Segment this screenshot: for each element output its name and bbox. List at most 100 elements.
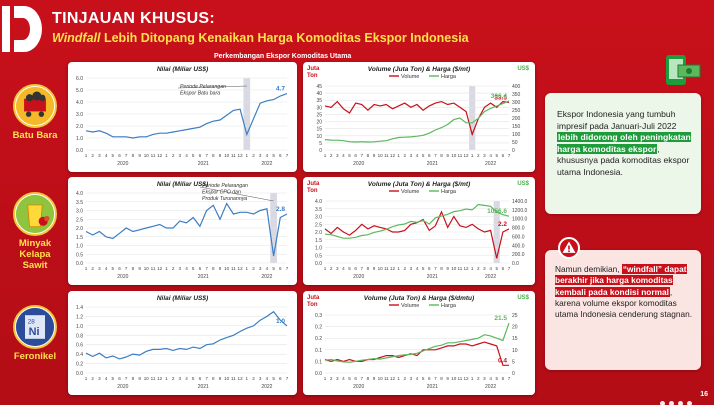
series-line-harga xyxy=(324,100,510,143)
y2-tick-label: 400.0 xyxy=(512,243,525,249)
year-label: 2020 xyxy=(117,384,128,390)
page-title: TINJAUAN KHUSUS: xyxy=(52,10,216,27)
info1-pre: Ekspor Indonesia yang tumbuh impresif pa… xyxy=(557,109,677,131)
y-tick-label: 2.0 xyxy=(76,226,83,232)
x-tick-label: 5 xyxy=(192,153,195,158)
chart-title: Nilai (Miliar US$) xyxy=(156,181,209,188)
y-tick-label: 3.0 xyxy=(315,215,322,221)
x-tick-label: 7 xyxy=(508,153,511,158)
x-tick-label: 3 xyxy=(336,266,339,271)
x-tick-label: 3 xyxy=(259,153,262,158)
x-tick-label: 8 xyxy=(440,266,443,271)
x-tick-label: 2 xyxy=(403,376,406,381)
y2-tick-label: 400 xyxy=(512,84,521,90)
y-tick-label: 0.4 xyxy=(76,352,83,358)
x-tick-label: 3 xyxy=(179,376,182,381)
x-tick-label: 10 xyxy=(451,376,457,381)
x-tick-label: 4 xyxy=(342,266,345,271)
x-tick-label: 1 xyxy=(246,153,249,158)
x-tick-label: 4 xyxy=(266,266,269,271)
x-tick-label: 1 xyxy=(471,266,474,271)
annotation-text: Ekspor Batu bara xyxy=(180,91,220,97)
x-tick-label: 6 xyxy=(279,376,282,381)
x-tick-label: 10 xyxy=(378,266,384,271)
x-tick-label: 2 xyxy=(172,266,175,271)
unit-right: US$ xyxy=(517,181,529,187)
x-tick-label: 8 xyxy=(132,266,135,271)
x-tick-label: 1 xyxy=(165,153,168,158)
end-value-label: 1056.6 xyxy=(487,208,507,215)
x-tick-label: 7 xyxy=(434,266,437,271)
y-tick-label: 3.5 xyxy=(315,207,322,213)
x-tick-label: 3 xyxy=(483,153,486,158)
annotation-pointer xyxy=(177,85,247,89)
y-tick-label: 3.0 xyxy=(76,112,83,118)
x-tick-label: 4 xyxy=(416,376,419,381)
logo-icon xyxy=(2,6,42,52)
x-tick-label: 4 xyxy=(105,266,108,271)
y-tick-label: 0.6 xyxy=(76,343,83,349)
chart-feronikel-nilai: 0.00.20.40.60.81.01.21.41 2 3 4 5 6 7 8 9 10 11 12 1… xyxy=(76,305,289,390)
x-tick-label: 1 xyxy=(85,376,88,381)
legend-label: Harga xyxy=(441,74,457,80)
y-tick-label: 1.0 xyxy=(76,244,83,250)
dot-icon xyxy=(669,401,674,405)
x-tick-label: 11 xyxy=(231,376,236,381)
y-tick-label: 0.2 xyxy=(315,336,322,342)
x-tick-label: 10 xyxy=(144,376,150,381)
x-tick-label: 7 xyxy=(361,376,364,381)
y-tick-label: 0.2 xyxy=(315,325,322,331)
page-subtitle: Windfall Lebih Ditopang Kenaikan Harga K… xyxy=(52,31,469,45)
x-tick-label: 9 xyxy=(446,266,449,271)
series-line-volume xyxy=(324,210,510,259)
x-tick-label: 7 xyxy=(125,153,128,158)
y-tick-label: 30 xyxy=(316,105,322,111)
series-line-nilai xyxy=(85,310,288,360)
y-tick-label: 0.1 xyxy=(315,348,322,354)
chart-panel-sawit-nilai: Nilai (Miliar US$) 0.0 0.5 1.0 1.5 2.0 2.5 3.0… xyxy=(68,177,297,285)
x-tick-label: 6 xyxy=(279,266,282,271)
legend-label: Volume xyxy=(401,74,419,80)
y2-tick-label: 0 xyxy=(512,148,515,154)
x-tick-label: 2 xyxy=(91,376,94,381)
x-tick-label: 7 xyxy=(205,266,208,271)
series-line-harga xyxy=(324,203,510,239)
x-tick-label: 4 xyxy=(105,153,108,158)
x-tick-label: 7 xyxy=(205,153,208,158)
x-tick-label: 2 xyxy=(330,376,333,381)
x-tick-label: 5 xyxy=(348,153,351,158)
chart-batubara-nilai: 0.01.02.03.04.05.06.01 2 3 4 5 6 7 8 9 10 11 12 1 2 3 4… xyxy=(76,76,289,167)
mining-cart-icon xyxy=(13,84,57,128)
x-tick-label: 7 xyxy=(205,376,208,381)
y-tick-label: 40 xyxy=(316,91,322,97)
y-tick-label: 3.5 xyxy=(76,200,83,206)
y2-tick-label: 350 xyxy=(512,92,521,98)
x-tick-label: 2 xyxy=(91,266,94,271)
x-tick-label: 11 xyxy=(458,376,463,381)
x-tick-label: 9 xyxy=(219,266,222,271)
x-tick-label: 5 xyxy=(272,376,275,381)
x-tick-label: 5 xyxy=(348,266,351,271)
y2-tick-label: 100 xyxy=(512,132,521,138)
year-label: 2021 xyxy=(198,161,209,167)
x-tick-label: 3 xyxy=(483,376,486,381)
x-tick-label: 2 xyxy=(252,376,255,381)
x-tick-label: 5 xyxy=(112,153,115,158)
unit-left-text: Juta Ton xyxy=(307,66,320,79)
x-tick-label: 10 xyxy=(224,266,230,271)
x-tick-label: 4 xyxy=(105,376,108,381)
x-tick-label: 3 xyxy=(410,153,413,158)
y-tick-label: 35 xyxy=(316,98,322,104)
x-tick-label: 2 xyxy=(477,153,480,158)
info2-pre: Namun demikian, xyxy=(555,264,622,274)
x-tick-label: 2 xyxy=(252,266,255,271)
y-tick-label: 2.5 xyxy=(315,222,322,228)
x-tick-label: 7 xyxy=(125,266,128,271)
x-tick-label: 5 xyxy=(192,376,195,381)
x-tick-label: 6 xyxy=(279,153,282,158)
subtitle-rest: Lebih Ditopang Kenaikan Harga Komoditas … xyxy=(100,31,469,45)
nikel-num: 28 xyxy=(28,318,36,325)
x-tick-label: 9 xyxy=(138,376,141,381)
year-label: 2022 xyxy=(485,384,496,390)
